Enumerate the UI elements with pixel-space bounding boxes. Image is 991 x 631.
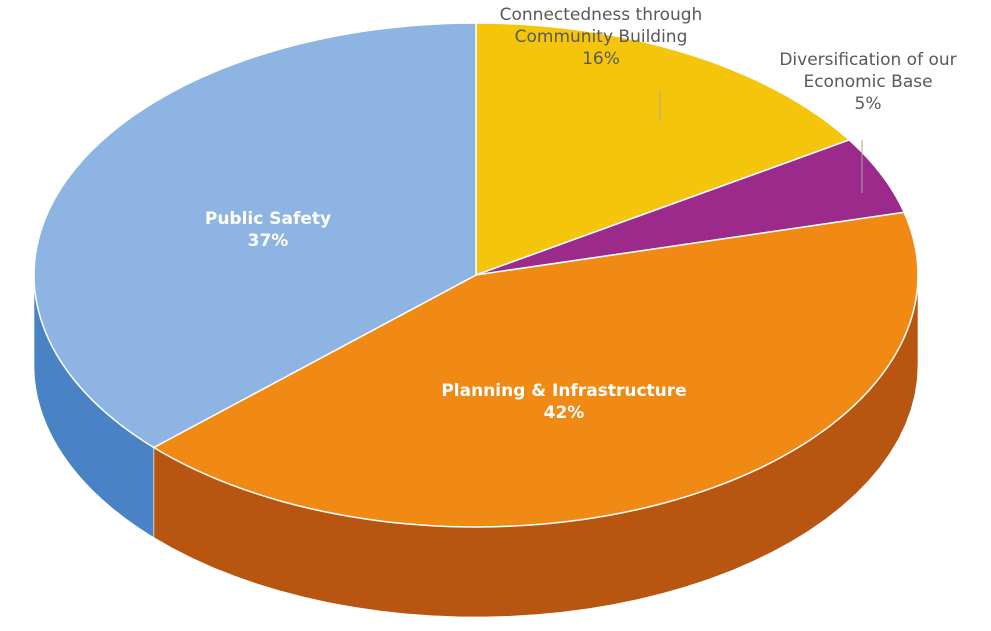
slice-label-public-safety: Public Safety 37% xyxy=(205,209,331,251)
slice-planning-and-infrastructure xyxy=(153,211,919,528)
slice-diversification-of-our-economic-base xyxy=(475,139,905,276)
slice-public-safety xyxy=(33,22,477,449)
slice-labels: Connectedness through Community Building 1… xyxy=(205,5,957,423)
slice-percent-label: 5% xyxy=(855,94,882,114)
slice-name-label: Diversification of our xyxy=(779,50,956,70)
slice-name-label: Public Safety xyxy=(205,209,331,229)
slice-name-label: Economic Base xyxy=(803,72,932,92)
slice-name-label: Community Building xyxy=(515,27,688,47)
slice-percent-label: 37% xyxy=(248,231,289,251)
slice-label-connectedness-through-community-building: Connectedness through Community Building 1… xyxy=(500,5,703,69)
slice-name-label: Planning & Infrastructure xyxy=(441,381,686,401)
slice-label-diversification-of-our-economic-base: Diversification of our Economic Base 5% xyxy=(779,50,956,114)
slice-name-label: Connectedness through xyxy=(500,5,703,25)
slice-label-planning-and-infrastructure: Planning & Infrastructure 42% xyxy=(441,381,686,423)
pie-slices xyxy=(33,22,919,528)
slice-percent-label: 42% xyxy=(544,403,585,423)
slice-percent-label: 16% xyxy=(582,49,620,69)
leader-lines xyxy=(659,90,863,193)
slice-connectedness-through-community-building xyxy=(475,22,850,276)
